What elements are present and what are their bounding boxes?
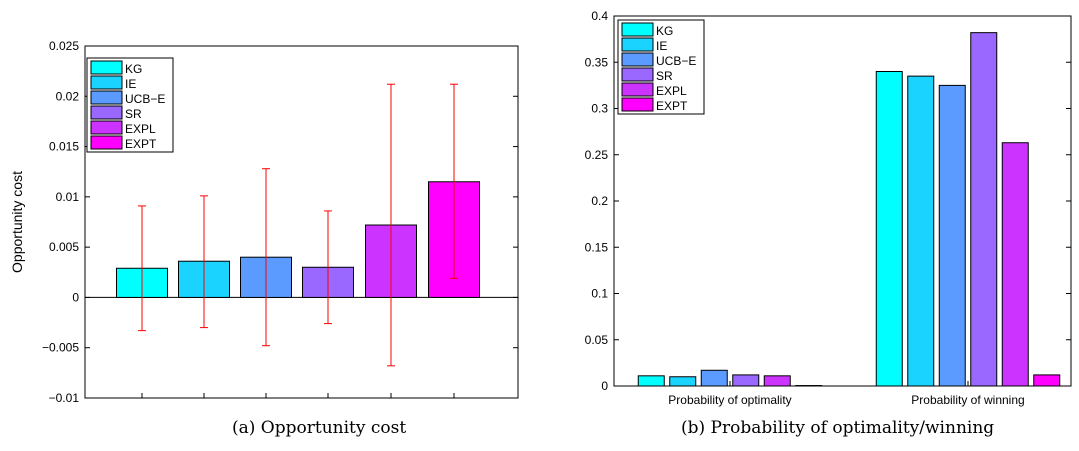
chart-a-legend-swatch — [90, 135, 123, 150]
chart-b-bar-ie — [669, 376, 697, 387]
chart-a-legend-swatch — [90, 90, 123, 105]
chart-b-bar-ie — [907, 75, 935, 387]
chart-b-bar-expt — [1033, 374, 1061, 387]
chart-b-legend-label: IE — [656, 39, 667, 53]
chart-a-ytick-label: 0.015 — [49, 140, 79, 154]
chart-b-ytick-label: 0.1 — [591, 287, 608, 301]
chart-b-ytick-label: 0.05 — [585, 333, 609, 347]
chart-a-legend-label: EXPT — [125, 137, 157, 151]
chart-b-bar-expl — [1001, 142, 1029, 387]
chart-b-bar-kg — [875, 71, 903, 387]
chart-b-legend-label: EXPL — [656, 84, 687, 98]
chart-b-ytick-label: 0.25 — [585, 148, 609, 162]
chart-a-legend-swatch — [90, 60, 123, 75]
chart-a-legend-swatch — [90, 75, 123, 90]
figure: −0.01 −0.005 0 0.005 0.01 0.015 0.02 0.025 Oppor… — [9, 9, 1072, 407]
chart-b-bar-ucbe — [938, 84, 966, 387]
chart-b-legend-swatch — [621, 97, 654, 112]
chart-b-ytick-label: 0.4 — [591, 9, 608, 23]
caption-b: (b) Probability of optimality/winning — [681, 418, 995, 438]
chart-b-legend-swatch — [621, 37, 654, 52]
chart-b-bar-ucbe — [700, 369, 728, 387]
chart-b-bar-kg — [637, 375, 665, 387]
chart-a-legend-label: EXPL — [125, 122, 156, 136]
chart-b-legend-label: SR — [656, 69, 673, 83]
chart-b-xtick-label: Probability of winning — [911, 393, 1024, 407]
chart-b-ytick-label: 0.2 — [591, 194, 608, 208]
chart-b-bar-sr — [732, 374, 760, 387]
chart-b-ytick-label: 0.3 — [591, 102, 608, 116]
chart-b-xtick-label: Probability of optimality — [668, 393, 791, 407]
chart-a-ylabel: Opportunity cost — [9, 171, 25, 273]
chart-a-ytick-label: 0.01 — [56, 190, 80, 204]
chart-a-ytick-label: 0.02 — [56, 89, 80, 103]
chart-a-ytick-label: −0.01 — [49, 391, 80, 405]
chart-b-legend-swatch — [621, 67, 654, 82]
chart-b-legend-swatch — [621, 52, 654, 67]
chart-b-ytick-label: 0.35 — [585, 55, 609, 69]
chart-a-legend-swatch — [90, 105, 123, 120]
chart-b-bar-sr — [970, 32, 998, 387]
chart-b-legend-swatch — [621, 22, 654, 37]
chart-a-legend-label: UCB−E — [125, 92, 165, 106]
chart-b-legend-label: UCB−E — [656, 54, 696, 68]
chart-a-ytick-label: −0.005 — [42, 341, 79, 355]
chart-a-ytick-label: 0 — [72, 290, 79, 304]
chart-b-ytick-label: 0 — [601, 379, 608, 393]
chart-a-legend-label: SR — [125, 107, 142, 121]
chart-a-legend-label: IE — [125, 77, 136, 91]
chart-b-legend-swatch — [621, 82, 654, 97]
chart-a-legend-swatch — [90, 120, 123, 135]
chart-a-ytick-label: 0.025 — [49, 39, 79, 53]
chart-b-legend-label: KG — [656, 24, 673, 38]
caption-a: (a) Opportunity cost — [232, 418, 407, 438]
chart-a-legend-label: KG — [125, 62, 142, 76]
chart-a-ytick-label: 0.005 — [49, 240, 79, 254]
chart-b-ytick-label: 0.15 — [585, 240, 609, 254]
chart-b-legend-label: EXPT — [656, 99, 688, 113]
chart-b-bar-expl — [763, 375, 791, 387]
